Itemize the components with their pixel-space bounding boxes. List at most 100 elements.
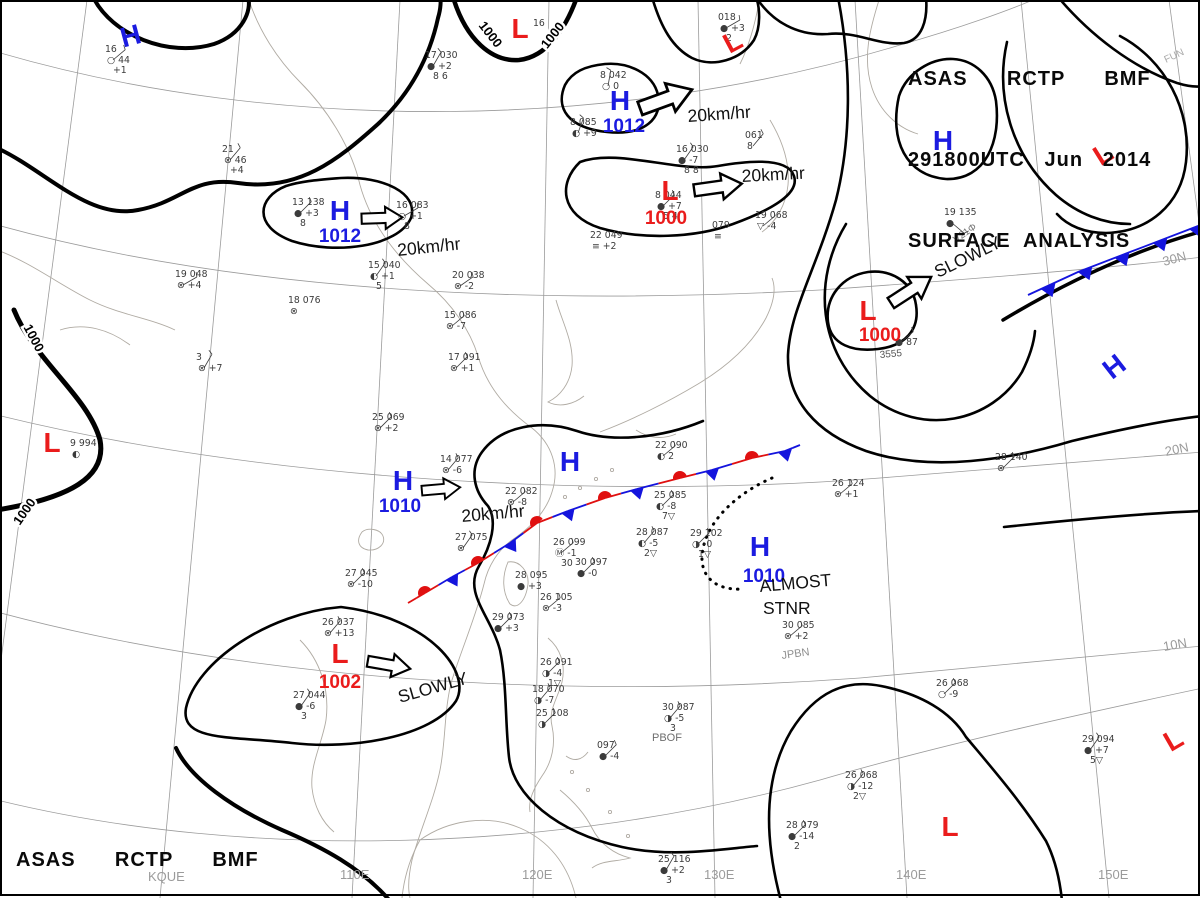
svg-text:⊗: ⊗ [997,463,1005,474]
isobar [1001,40,1132,226]
island-dot [607,809,613,815]
isobar-value-label: 1000 [21,322,48,355]
island-dot [585,787,591,793]
misc-label: FUN [1163,47,1186,66]
svg-text:061: 061 [745,130,763,141]
svg-text:◐ -8: ◐ -8 [656,501,676,512]
svg-text:27 075: 27 075 [455,532,488,543]
latitude-line [0,612,1200,687]
coastline [866,0,919,135]
svg-text:30 085: 30 085 [782,620,815,631]
station-plot: 25 108◑ [536,707,569,730]
station-plot: 26 124⊗ +1 [832,478,865,500]
island-dot [625,833,631,839]
svg-text:26 124: 26 124 [832,478,865,489]
station-plot: 9 994◐ [70,438,97,460]
svg-text:29 102: 29 102 [690,528,723,539]
svg-text:15 086: 15 086 [444,310,477,321]
station-plot: 29 094● +75▽ [1082,732,1115,766]
high-pressure-symbol: H [750,531,770,562]
svg-text:8 042: 8 042 [600,70,627,81]
svg-text:◐ +1: ◐ +1 [370,271,395,282]
cold-front-triangle [1040,283,1056,298]
cold-front-triangle [445,573,459,587]
station-plots: 16○ 44+121⊗ 46+417 030● +28 613 138● +38… [70,12,1115,886]
misc-label: KQUE [148,869,185,884]
station-plot: 25 085◐ -87▽ [654,489,687,522]
cold-front-triangle [1152,237,1168,252]
cold-front-triangle [1077,266,1093,281]
graticule-label: 10N [1162,635,1188,654]
station-plot: 19 048⊗ +4 [175,269,208,291]
station-plot: 28 079● -142 [786,819,819,852]
svg-text:1▽: 1▽ [698,549,712,560]
high-pressure-symbol: H [1097,348,1132,385]
isobar [174,746,390,898]
longitude-line [1020,0,1110,898]
station-plot: 8 042○ 0 [600,67,627,92]
stationary-front-segment [784,447,793,452]
movement-annotation: 20km/hr [687,102,752,126]
movement-arrow-icon [635,81,695,117]
svg-text:⊗ +1: ⊗ +1 [450,363,475,374]
svg-text:● 87: ● 87 [895,337,918,348]
svg-text:≡: ≡ [714,231,722,242]
svg-text:5: 5 [376,281,382,292]
cold-front-triangle [561,508,575,522]
station-plot: 22 090◐ 2 [655,440,688,462]
stationary-front-segment [768,450,786,456]
coastline [0,250,176,331]
svg-text:○ 44: ○ 44 [107,55,130,66]
cold-front-triangle [778,449,792,462]
svg-text:25 085: 25 085 [654,490,687,501]
svg-text:● -6: ● -6 [295,701,315,712]
isobar [262,176,414,250]
pressure-value: 1000 [859,325,901,346]
svg-text:● -7: ● -7 [678,155,698,166]
island-dot [577,485,583,491]
isobar [1058,0,1200,88]
coastline [546,299,585,406]
svg-text:9 994: 9 994 [70,438,97,449]
station-plot: 26 105⊗ -3 [540,592,573,614]
low-pressure-symbol: L [941,811,958,842]
station-plot: 15 086⊗ -7 [444,310,477,332]
isobar [0,307,104,513]
stationary-front-segment [493,542,511,554]
svg-text:2▽: 2▽ [853,791,867,802]
svg-text:● +7: ● +7 [657,201,682,212]
svg-text:3: 3 [301,711,307,722]
svg-text:25 108: 25 108 [536,708,569,719]
warm-front-semicircle [745,451,759,461]
coastline [358,528,385,551]
isobar [564,156,797,238]
svg-text:1▽: 1▽ [548,678,562,689]
svg-text:⊗ +1: ⊗ +1 [834,489,859,500]
svg-text:29 073: 29 073 [492,612,525,623]
station-plot: 079≡ [712,220,730,242]
stationary-front-segment [586,497,606,506]
isobar [472,419,759,854]
svg-text:⊗ -8: ⊗ -8 [507,497,527,508]
svg-text:27 045: 27 045 [345,568,378,579]
svg-text:● -0: ● -0 [577,568,597,579]
svg-text:30 097: 30 097 [575,557,608,568]
station-plot: 16 083○ +18 [396,200,429,232]
svg-text:25 069: 25 069 [372,412,405,423]
station-plot: 25 116● +23 [658,851,691,886]
low-pressure-symbol: L [511,13,528,44]
svg-text:◑ -5: ◑ -5 [664,713,684,724]
stationary-front-segment [751,453,769,459]
svg-text:16: 16 [105,44,117,55]
coastlines [0,0,919,898]
svg-text:Ⓜ -1: Ⓜ -1 [555,548,577,559]
pressure-value: 1012 [603,116,645,137]
low-pressure-symbol: L [1158,722,1188,757]
warm-front-semicircle [673,471,687,480]
svg-text:⊗: ⊗ [290,306,298,317]
high-pressure-symbol: H [610,85,630,116]
